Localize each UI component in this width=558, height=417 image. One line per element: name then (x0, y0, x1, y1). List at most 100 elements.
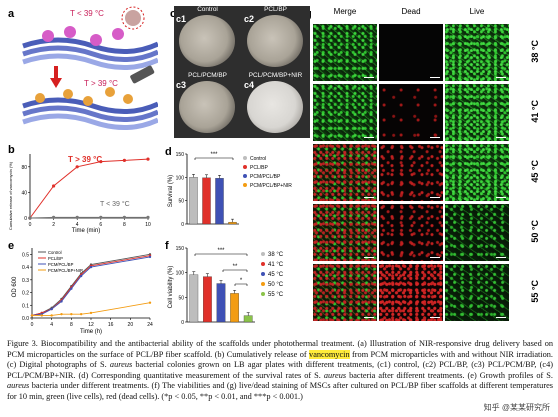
dish-number: c2 (244, 14, 255, 24)
panel-letter-a: a (8, 8, 15, 20)
data-point (146, 157, 150, 161)
scale-bar (364, 77, 374, 78)
significance-bracket (234, 283, 248, 286)
data-point (52, 184, 56, 188)
micrograph-dead (379, 264, 443, 321)
legend-label: 41 °C (268, 262, 284, 268)
nir-release-illustration: T < 39 °C T > 39 °C (22, 6, 158, 131)
panel-letter-f: f (165, 240, 169, 252)
legend-label: PCM/PCL/BP+NIR (48, 268, 83, 273)
micrograph-live (445, 144, 509, 201)
y-axis-label: Cumulative release of vancomycin (%) (8, 161, 13, 230)
bacterium (63, 89, 73, 99)
bar (243, 315, 253, 323)
data-point (28, 216, 32, 220)
data-point (79, 312, 83, 316)
release-chart: Cumulative release of vancomycin (%) 0 40… (8, 154, 151, 234)
micrograph-merge (313, 24, 377, 81)
pcm-particle (112, 28, 124, 40)
particle-zoom-inner (125, 10, 141, 26)
micrograph-live (445, 264, 509, 321)
data-point (122, 215, 126, 219)
bar (202, 177, 211, 225)
legend-label: 45 °C (268, 272, 284, 278)
legend-marker (243, 174, 247, 178)
pcm-particle (90, 34, 102, 46)
figure-caption: Figure 3. Biocompatibility and the antib… (7, 339, 553, 415)
fiber-mat-upper (22, 37, 158, 71)
bar (230, 293, 239, 323)
scale-bar (364, 257, 374, 258)
legend-label: PCL/BP (48, 256, 63, 261)
data-point (40, 314, 44, 317)
legend-label: Control (48, 250, 62, 255)
data-point (50, 307, 53, 311)
legend-label: Control (250, 156, 266, 162)
data-point (30, 314, 34, 317)
x-tick-label: 16 (108, 322, 114, 328)
x-tick-label: 4 (76, 222, 79, 228)
bar (189, 274, 199, 323)
pcm-particle (64, 26, 76, 38)
y-tick-label: 0 (181, 222, 184, 228)
bar (203, 276, 212, 323)
agar-plate (247, 15, 303, 67)
x-tick-label: 20 (128, 322, 134, 328)
growth-curve-chart: OD 600 0.0 0.1 0.2 0.3 0.4 0.5 0 4 8 12 16 20 24 Ti… (12, 248, 153, 335)
x-tick-label: 2 (52, 222, 55, 228)
dish-number: c1 (176, 14, 187, 24)
data-point (75, 165, 79, 169)
scale-bar (496, 257, 506, 258)
micrograph-merge (313, 264, 377, 321)
micrograph-dead (379, 204, 443, 261)
y-tick-label: 40 (21, 190, 27, 196)
red-arrow-head (50, 78, 62, 88)
legend-marker (261, 252, 265, 256)
y-tick-label: 50 (178, 199, 184, 205)
significance-label: *** (210, 152, 218, 158)
bar (228, 221, 237, 225)
y-tick-label: 150 (176, 152, 185, 158)
bacterium (105, 87, 115, 97)
below-39-label: T < 39 °C (70, 9, 104, 18)
x-tick-label: 6 (99, 222, 102, 228)
scale-bar (364, 197, 374, 198)
y-axis-label: Cell viability (%) (168, 266, 174, 309)
data-point (60, 312, 63, 316)
micrograph-live (445, 204, 509, 261)
agar-plate (179, 15, 235, 67)
x-tick-label: 12 (88, 322, 94, 328)
column-label-merge: Merge (333, 7, 357, 16)
legend-marker (243, 183, 247, 187)
y-tick-label: 0 (24, 216, 27, 222)
legend-marker (261, 292, 265, 296)
lo-temp-label: T < 39 °C (100, 200, 130, 208)
data-point (89, 311, 93, 315)
panel-letter-c: c (170, 8, 176, 20)
legend-label: 55 °C (268, 292, 284, 298)
legend-label: PCM/PCL/BP (48, 262, 74, 267)
y-tick-label: 0.2 (22, 291, 29, 297)
data-point (50, 314, 53, 317)
y-tick-label: 100 (176, 175, 185, 181)
panel-letter-d: d (165, 146, 172, 158)
y-tick-label: 0.4 (22, 265, 29, 271)
dish-c1: Control c1 (174, 6, 241, 70)
significance-bracket (194, 157, 234, 160)
y-tick-label: 0 (181, 320, 184, 326)
legend-marker (243, 156, 247, 160)
micrograph-live (445, 24, 509, 81)
caption-italic: aureus (7, 381, 30, 391)
column-label-dead: Dead (401, 7, 421, 16)
data-point (148, 301, 152, 304)
temperature-label: 50 °C (530, 220, 540, 243)
micrograph-merge (313, 84, 377, 141)
y-tick-label: 50 (178, 295, 184, 301)
series-line (32, 302, 151, 316)
y-tick-label: 0.3 (22, 278, 29, 284)
caption-text: from PCM microparticles with and without… (7, 349, 553, 370)
bacterium (83, 96, 93, 106)
dish-c4: PCL/PCM/BP+NIR c4 (242, 72, 309, 136)
legend-label: PCM/PCL/BP+NIR (250, 183, 292, 189)
scale-bar (430, 317, 440, 318)
